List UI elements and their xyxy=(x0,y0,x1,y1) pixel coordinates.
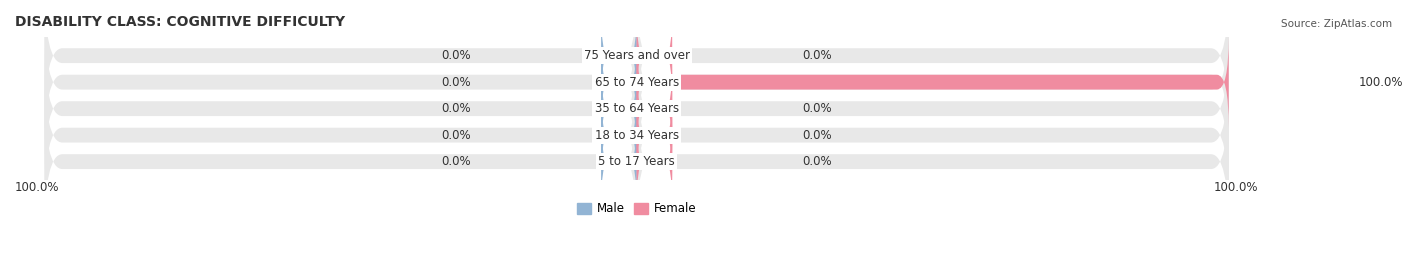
Text: 0.0%: 0.0% xyxy=(441,76,471,89)
FancyBboxPatch shape xyxy=(637,90,1229,234)
FancyBboxPatch shape xyxy=(637,10,672,101)
FancyBboxPatch shape xyxy=(602,10,637,101)
Legend: Male, Female: Male, Female xyxy=(572,198,702,220)
Text: 0.0%: 0.0% xyxy=(441,102,471,115)
Text: DISABILITY CLASS: COGNITIVE DIFFICULTY: DISABILITY CLASS: COGNITIVE DIFFICULTY xyxy=(15,15,344,29)
FancyBboxPatch shape xyxy=(602,63,637,154)
FancyBboxPatch shape xyxy=(637,10,1229,154)
Text: 100.0%: 100.0% xyxy=(1213,181,1258,194)
FancyBboxPatch shape xyxy=(45,90,637,234)
FancyBboxPatch shape xyxy=(637,116,672,207)
FancyBboxPatch shape xyxy=(45,37,637,181)
FancyBboxPatch shape xyxy=(637,63,672,154)
Text: 0.0%: 0.0% xyxy=(803,49,832,62)
Text: 35 to 64 Years: 35 to 64 Years xyxy=(595,102,679,115)
Text: 0.0%: 0.0% xyxy=(441,129,471,142)
Text: 65 to 74 Years: 65 to 74 Years xyxy=(595,76,679,89)
Text: 0.0%: 0.0% xyxy=(803,155,832,168)
Text: 0.0%: 0.0% xyxy=(441,155,471,168)
Text: 0.0%: 0.0% xyxy=(441,49,471,62)
FancyBboxPatch shape xyxy=(637,63,1229,207)
FancyBboxPatch shape xyxy=(637,90,672,181)
Text: 5 to 17 Years: 5 to 17 Years xyxy=(599,155,675,168)
FancyBboxPatch shape xyxy=(637,0,1229,128)
FancyBboxPatch shape xyxy=(637,37,1229,128)
FancyBboxPatch shape xyxy=(602,116,637,207)
FancyBboxPatch shape xyxy=(45,63,637,207)
FancyBboxPatch shape xyxy=(602,37,637,128)
Text: 75 Years and over: 75 Years and over xyxy=(583,49,690,62)
FancyBboxPatch shape xyxy=(45,0,637,128)
Text: 100.0%: 100.0% xyxy=(15,181,59,194)
Text: Source: ZipAtlas.com: Source: ZipAtlas.com xyxy=(1281,19,1392,29)
Text: 100.0%: 100.0% xyxy=(1360,76,1403,89)
Text: 0.0%: 0.0% xyxy=(803,102,832,115)
FancyBboxPatch shape xyxy=(637,37,1229,181)
Text: 18 to 34 Years: 18 to 34 Years xyxy=(595,129,679,142)
Text: 0.0%: 0.0% xyxy=(803,129,832,142)
FancyBboxPatch shape xyxy=(602,90,637,181)
FancyBboxPatch shape xyxy=(45,10,637,154)
